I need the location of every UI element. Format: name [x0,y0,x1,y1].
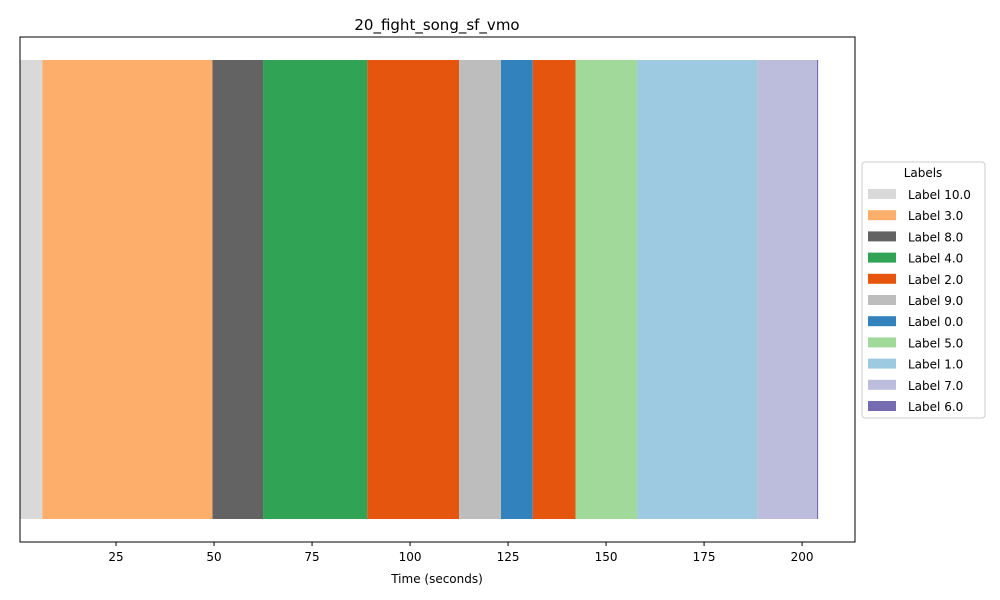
segment-bar [263,60,368,519]
legend-swatch [868,273,896,284]
legend-swatch [868,189,896,199]
x-axis-label: Time (seconds) [390,572,483,586]
legend-swatch [868,252,896,263]
legend-swatch [868,210,896,221]
legend-label: Label 9.0 [908,294,963,308]
x-tick-label: 100 [399,550,422,564]
legend-label: Label 2.0 [908,273,963,287]
x-tick-label: 150 [595,550,618,564]
legend-items: Label 10.0 Label 3.0 Label 8.0 Label 4.0 Lab… [868,188,971,414]
segment-bar [757,60,817,519]
legend-label: Label 4.0 [908,252,963,266]
legend-title: Labels [904,166,943,180]
segment-bar [532,60,576,519]
segment-bar [501,60,533,519]
legend-swatch [868,337,896,348]
legend-label: Label 3.0 [908,209,963,223]
legend-swatch [868,295,896,305]
legend-label: Label 10.0 [908,188,971,202]
x-tick-label: 25 [108,550,123,564]
segment-bar [42,60,213,519]
x-axis-ticks: 25 50 75 100 125 150 175 200 [108,542,814,564]
plot-frame [19,36,856,543]
segment-bar [575,60,638,519]
x-tick-label: 175 [693,550,716,564]
segment-bar [212,60,264,519]
legend-label: Label 1.0 [908,358,963,372]
legend-label: Label 8.0 [908,230,963,244]
legend-label: Label 0.0 [908,315,963,329]
segment-bar [816,60,819,519]
x-tick-label: 200 [791,550,814,564]
legend-swatch [868,231,896,242]
x-tick-label: 125 [497,550,520,564]
segment-bar [20,60,43,519]
segment-bar [459,60,502,519]
chart-title: 20_fight_song_sf_vmo [354,16,519,35]
x-tick-label: 75 [304,550,319,564]
legend-swatch [868,401,896,411]
legend-swatch [868,316,896,327]
legend-label: Label 5.0 [908,336,963,350]
segment-bar [367,60,460,519]
segments-group [20,60,819,519]
legend-label: Label 7.0 [908,379,963,393]
legend-box [861,161,986,419]
segment-bar [637,60,758,519]
legend-swatch [868,379,896,390]
legend-swatch [868,358,896,369]
legend-label: Label 6.0 [908,400,963,414]
x-tick-label: 50 [206,550,221,564]
